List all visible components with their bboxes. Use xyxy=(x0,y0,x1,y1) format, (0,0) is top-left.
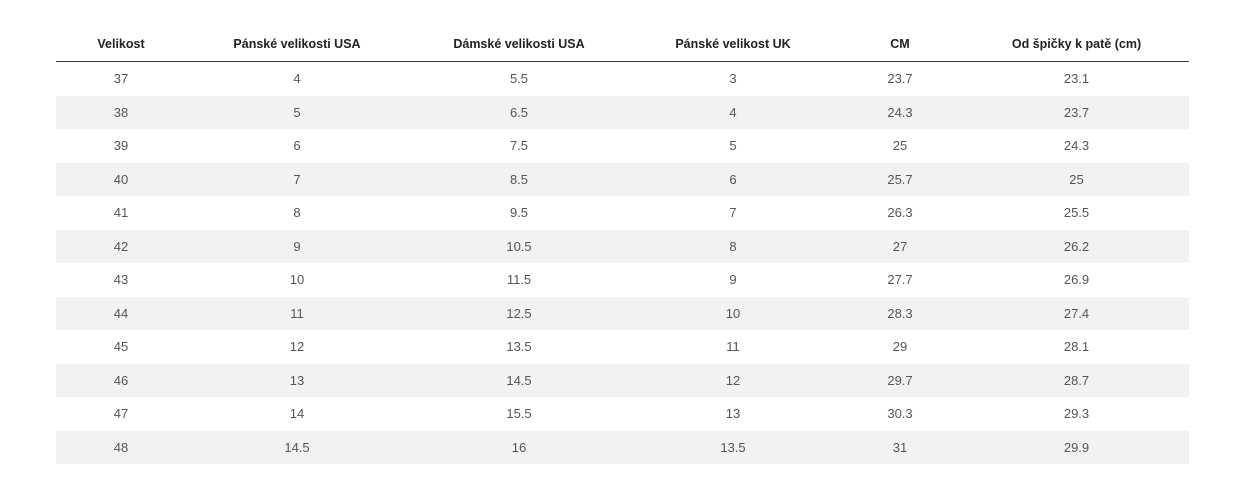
column-header-mens-us: Pánské velikosti USA xyxy=(186,27,408,62)
table-cell: 7.5 xyxy=(509,138,529,154)
table-row: 46 13 14.5 12 29.7 28.7 xyxy=(56,363,1189,397)
table-cell: 11 xyxy=(726,339,740,355)
table-cell: 4 xyxy=(630,95,836,129)
table-cell: 28.3 xyxy=(836,296,964,330)
table-cell: 29 xyxy=(892,339,908,355)
table-cell: 8 xyxy=(293,205,301,221)
table-cell: 10.5 xyxy=(408,229,630,263)
table-row: 44 11 12.5 10 28.3 27.4 xyxy=(56,296,1189,330)
table-cell: 24.3 xyxy=(1063,138,1090,154)
table-cell: 12 xyxy=(289,339,305,355)
table-cell: 10 xyxy=(630,296,836,330)
table-cell: 40 xyxy=(56,162,186,196)
table-row: 48 14.5 16 13.5 31 29.9 xyxy=(56,430,1189,464)
table-cell: 28.1 xyxy=(1063,339,1090,355)
table-cell: 8 xyxy=(630,229,836,263)
table-cell: 5 xyxy=(186,95,408,129)
table-cell: 13.5 xyxy=(630,430,836,464)
table-cell: 14 xyxy=(289,406,305,422)
table-cell: 25 xyxy=(892,138,908,154)
table-cell: 31 xyxy=(836,430,964,464)
table-cell: 15.5 xyxy=(506,406,532,422)
table-cell: 48 xyxy=(56,430,186,464)
column-header-cm: CM xyxy=(836,27,964,62)
table-cell: 38 xyxy=(56,95,186,129)
table-cell: 9 xyxy=(729,272,737,288)
table-cell: 13.5 xyxy=(506,339,532,355)
table-row: 39 6 7.5 5 25 24.3 xyxy=(56,129,1189,163)
table-cell: 4 xyxy=(293,71,301,87)
table-cell: 6 xyxy=(293,138,301,154)
table-cell: 26.3 xyxy=(887,205,913,221)
table-row: 45 12 13.5 11 29 28.1 xyxy=(56,330,1189,364)
table-row: 41 8 9.5 7 26.3 25.5 xyxy=(56,196,1189,230)
table-row: 40 7 8.5 6 25.7 25 xyxy=(56,162,1189,196)
table-cell: 47 xyxy=(113,406,129,422)
table-cell: 25.5 xyxy=(1063,205,1090,221)
table-cell: 3 xyxy=(729,71,737,87)
table-cell: 7 xyxy=(729,205,737,221)
table-cell: 29.7 xyxy=(836,363,964,397)
table-cell: 14.5 xyxy=(408,363,630,397)
table-cell: 28.7 xyxy=(964,363,1189,397)
table-cell: 14.5 xyxy=(186,430,408,464)
table-cell: 29.9 xyxy=(964,430,1189,464)
table-cell: 25.7 xyxy=(836,162,964,196)
table-cell: 24.3 xyxy=(836,95,964,129)
table-row: 38 5 6.5 4 24.3 23.7 xyxy=(56,95,1189,129)
table-cell: 12 xyxy=(630,363,836,397)
table-cell: 9.5 xyxy=(509,205,529,221)
table-cell: 9 xyxy=(186,229,408,263)
column-header-womens-us: Dámské velikosti USA xyxy=(408,27,630,62)
table-cell: 43 xyxy=(113,272,129,288)
table-cell: 13 xyxy=(186,363,408,397)
header-row: Velikost Pánské velikosti USA Dámské vel… xyxy=(56,27,1189,62)
table-cell: 6 xyxy=(630,162,836,196)
table-cell: 5.5 xyxy=(509,71,529,87)
table-cell: 23.1 xyxy=(1063,71,1090,87)
table-cell: 5 xyxy=(729,138,737,154)
table-cell: 46 xyxy=(56,363,186,397)
table-cell: 27 xyxy=(836,229,964,263)
column-header-mens-uk: Pánské velikost UK xyxy=(630,27,836,62)
table-row: 43 10 11.5 9 27.7 26.9 xyxy=(56,263,1189,297)
table-cell: 26.2 xyxy=(964,229,1189,263)
table-cell: 41 xyxy=(113,205,129,221)
table-cell: 27.4 xyxy=(964,296,1189,330)
table-row: 47 14 15.5 13 30.3 29.3 xyxy=(56,397,1189,431)
table-cell: 8.5 xyxy=(408,162,630,196)
table-cell: 7 xyxy=(186,162,408,196)
table-cell: 45 xyxy=(113,339,129,355)
table-cell: 27.7 xyxy=(887,272,913,288)
size-chart-table: Velikost Pánské velikosti USA Dámské vel… xyxy=(56,27,1189,464)
table-row: 37 4 5.5 3 23.7 23.1 xyxy=(56,62,1189,96)
table-cell: 16 xyxy=(408,430,630,464)
table-cell: 29.3 xyxy=(1063,406,1090,422)
table-cell: 10 xyxy=(289,272,305,288)
table-cell: 12.5 xyxy=(408,296,630,330)
table-cell: 44 xyxy=(56,296,186,330)
table-cell: 6.5 xyxy=(408,95,630,129)
table-cell: 13 xyxy=(725,406,741,422)
table-cell: 23.7 xyxy=(964,95,1189,129)
column-header-heel-to-toe: Od špičky k patě (cm) xyxy=(964,27,1189,62)
table-cell: 11 xyxy=(186,296,408,330)
table-cell: 25 xyxy=(964,162,1189,196)
table-cell: 42 xyxy=(56,229,186,263)
table-cell: 30.3 xyxy=(887,406,913,422)
table-cell: 37 xyxy=(113,71,129,87)
table-cell: 23.7 xyxy=(887,71,913,87)
table-cell: 26.9 xyxy=(1063,272,1090,288)
table-cell: 39 xyxy=(113,138,129,154)
column-header-size: Velikost xyxy=(56,27,186,62)
table-cell: 11.5 xyxy=(506,272,532,288)
table-row: 42 9 10.5 8 27 26.2 xyxy=(56,229,1189,263)
